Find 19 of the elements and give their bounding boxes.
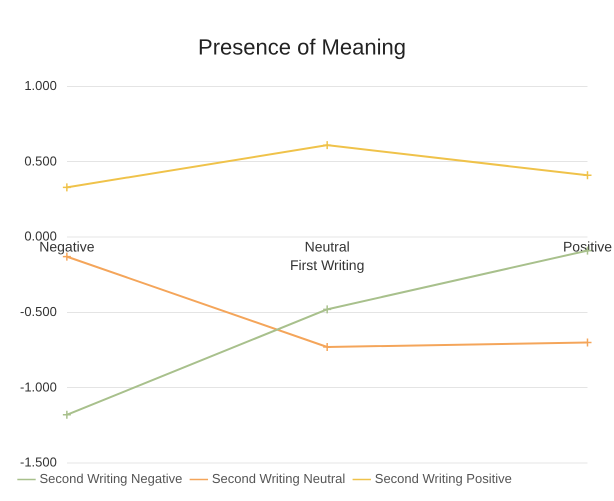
legend-label: Second Writing Negative: [40, 471, 182, 486]
y-tick-label: -1.000: [20, 379, 57, 394]
chart-title: Presence of Meaning: [198, 34, 406, 60]
point: [322, 342, 332, 352]
y-tick-label: -1.500: [20, 454, 57, 470]
point: [582, 338, 592, 348]
x-axis-title: First Writing: [290, 257, 364, 274]
y-tick-label: 0.500: [24, 153, 57, 168]
legend-label: Second Writing Positive: [374, 471, 512, 486]
x-tick-label: Neutral: [304, 238, 350, 254]
point: [322, 140, 332, 150]
point: [582, 170, 592, 180]
point: [62, 182, 72, 192]
y-tick-label: 1.000: [24, 78, 57, 93]
y-tick-label: -0.500: [20, 304, 57, 319]
point: [322, 304, 332, 314]
x-tick-label: Positive: [562, 238, 612, 254]
legend-label: Second Writing Neutral: [212, 471, 346, 486]
point: [62, 410, 72, 420]
